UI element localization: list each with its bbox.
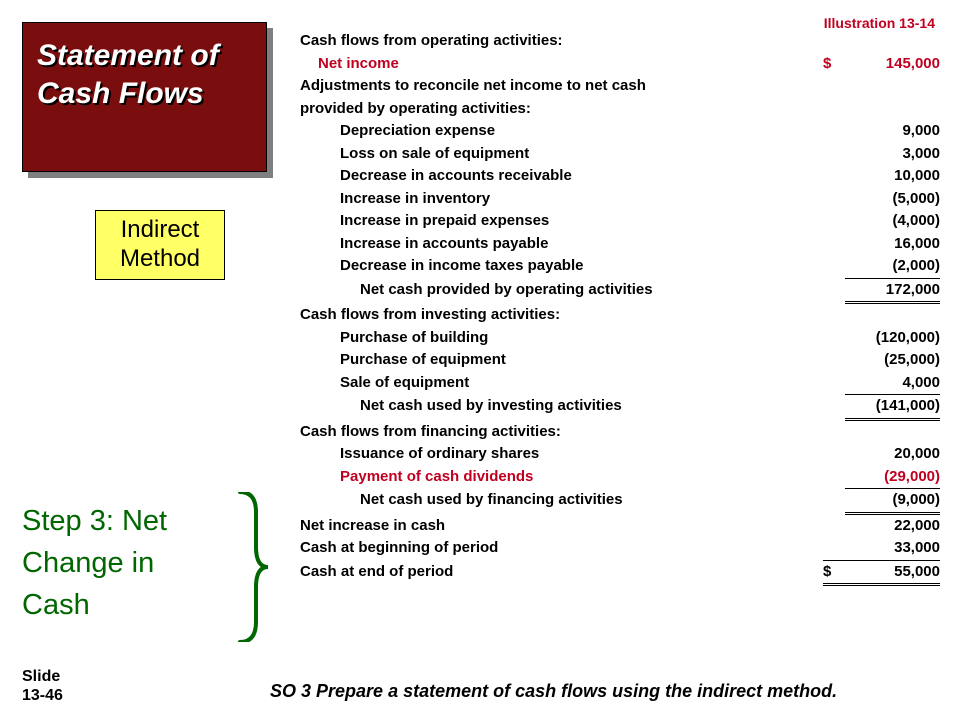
row-amount: 20,000 xyxy=(845,443,940,466)
row-amount: 9,000 xyxy=(845,120,940,143)
row-label: Net cash provided by operating activitie… xyxy=(300,279,823,302)
statement-row: Increase in prepaid expenses (4,000) xyxy=(300,210,940,233)
row-label: Increase in inventory xyxy=(300,188,823,211)
statement-row: Depreciation expense 9,000 xyxy=(300,120,940,143)
method-box: Indirect Method xyxy=(95,210,225,280)
row-amount: 4,000 xyxy=(845,372,940,395)
row-amount: 22,000 xyxy=(845,515,940,538)
row-label: Issuance of ordinary shares xyxy=(300,443,823,466)
statement-row: provided by operating activities: xyxy=(300,98,940,121)
row-label: provided by operating activities: xyxy=(300,98,823,121)
row-amount: 16,000 xyxy=(845,233,940,256)
row-label: Sale of equipment xyxy=(300,372,823,395)
row-amount: (120,000) xyxy=(845,327,940,350)
statement-row: Net income$145,000 xyxy=(300,53,940,76)
statement-row: Cash flows from investing activities: xyxy=(300,304,940,327)
row-label: Net cash used by financing activities xyxy=(300,489,823,512)
statement-row: Decrease in income taxes payable (2,000) xyxy=(300,255,940,278)
statement-row: Purchase of equipment (25,000) xyxy=(300,349,940,372)
row-amount: (25,000) xyxy=(845,349,940,372)
row-amount: (4,000) xyxy=(845,210,940,233)
row-label: Cash at beginning of period xyxy=(300,537,823,560)
statement-row: Loss on sale of equipment 3,000 xyxy=(300,143,940,166)
statement-row: Issuance of ordinary shares 20,000 xyxy=(300,443,940,466)
row-label: Cash at end of period xyxy=(300,561,823,584)
statement-row: Cash at beginning of period 33,000 xyxy=(300,537,940,560)
brace-icon xyxy=(232,492,270,642)
statement-row: Cash flows from financing activities: xyxy=(300,421,940,444)
row-amount: 3,000 xyxy=(845,143,940,166)
statement-row: Decrease in accounts receivable 10,000 xyxy=(300,165,940,188)
slide-digits: 13-46 xyxy=(22,687,63,704)
row-amount: (141,000) xyxy=(845,394,940,421)
statement-row: Cash at end of period$55,000 xyxy=(300,560,940,587)
step-label: Step 3: Net Change in Cash xyxy=(22,500,227,626)
learning-objective: SO 3 Prepare a statement of cash flows u… xyxy=(270,681,837,702)
row-label: Cash flows from financing activities: xyxy=(300,421,823,444)
row-amount: (2,000) xyxy=(845,255,940,278)
statement-row: Cash flows from operating activities: xyxy=(300,30,940,53)
row-amount: 55,000 xyxy=(845,560,940,587)
row-label: Increase in prepaid expenses xyxy=(300,210,823,233)
statement-row: Increase in accounts payable 16,000 xyxy=(300,233,940,256)
row-amount: (5,000) xyxy=(845,188,940,211)
statement-row: Net cash provided by operating activitie… xyxy=(300,278,940,305)
row-amount: 10,000 xyxy=(845,165,940,188)
row-label: Purchase of equipment xyxy=(300,349,823,372)
row-label: Loss on sale of equipment xyxy=(300,143,823,166)
row-currency: $ xyxy=(823,53,845,76)
row-label: Decrease in income taxes payable xyxy=(300,255,823,278)
row-amount: (9,000) xyxy=(845,488,940,515)
slide-title: Statement of Cash Flows xyxy=(37,37,252,112)
statement-row: Payment of cash dividends (29,000) xyxy=(300,466,940,489)
statement-row: Increase in inventory (5,000) xyxy=(300,188,940,211)
row-label: Cash flows from investing activities: xyxy=(300,304,823,327)
row-label: Cash flows from operating activities: xyxy=(300,30,823,53)
statement-row: Adjustments to reconcile net income to n… xyxy=(300,75,940,98)
row-amount: 172,000 xyxy=(845,278,940,305)
method-label: Indirect Method xyxy=(96,216,224,274)
statement-row: Net increase in cash 22,000 xyxy=(300,515,940,538)
row-label: Decrease in accounts receivable xyxy=(300,165,823,188)
row-currency: $ xyxy=(823,560,845,587)
slide-number: Slide 13-46 xyxy=(22,667,63,705)
row-label: Net cash used by investing activities xyxy=(300,395,823,418)
row-label: Adjustments to reconcile net income to n… xyxy=(300,75,823,98)
statement-row: Purchase of building (120,000) xyxy=(300,327,940,350)
statement-row: Sale of equipment 4,000 xyxy=(300,372,940,395)
slide-word: Slide xyxy=(22,668,60,685)
row-label: Increase in accounts payable xyxy=(300,233,823,256)
row-label: Purchase of building xyxy=(300,327,823,350)
row-label: Net increase in cash xyxy=(300,515,823,538)
statement-row: Net cash used by investing activities (14… xyxy=(300,394,940,421)
row-label: Net income xyxy=(300,53,823,76)
statement-row: Net cash used by financing activities (9,… xyxy=(300,488,940,515)
row-amount: 145,000 xyxy=(845,53,940,76)
cash-flow-statement: Cash flows from operating activities:Net… xyxy=(300,30,940,586)
row-amount: 33,000 xyxy=(845,537,940,560)
row-label: Payment of cash dividends xyxy=(300,466,823,489)
illustration-label: Illustration 13-14 xyxy=(824,15,935,31)
row-amount: (29,000) xyxy=(845,466,940,489)
row-label: Depreciation expense xyxy=(300,120,823,143)
title-box: Statement of Cash Flows xyxy=(22,22,267,172)
